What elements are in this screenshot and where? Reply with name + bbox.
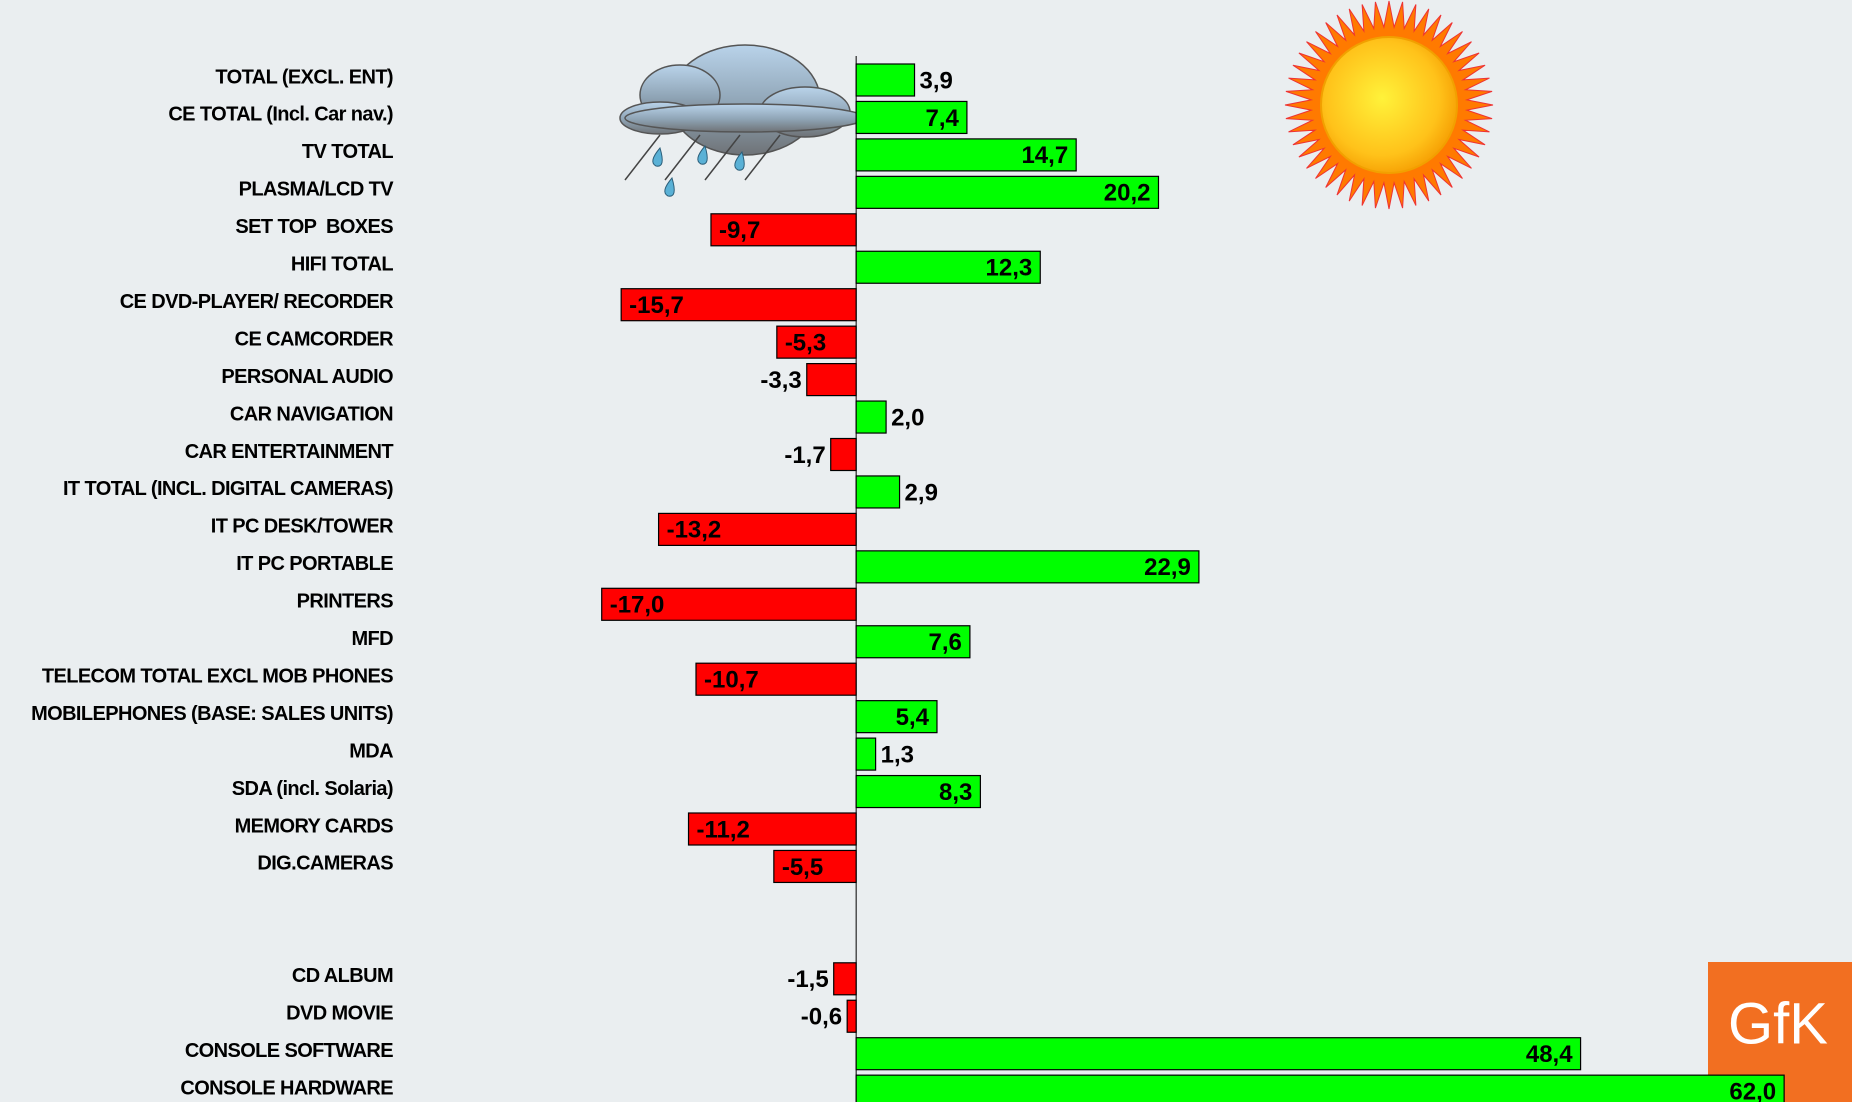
logo: GfK (1728, 991, 1828, 1056)
value-label: -13,2 (667, 517, 722, 544)
value-label: 12,3 (986, 255, 1033, 282)
value-label: -15,7 (629, 292, 684, 319)
bar (833, 962, 857, 996)
value-label: 7,6 (929, 629, 962, 656)
category-label: IT PC DESK/TOWER (211, 516, 394, 538)
category-label: SET TOP BOXES (235, 216, 393, 238)
category-label: TELECOM TOTAL EXCL MOB PHONES (42, 665, 393, 687)
value-label: -3,3 (760, 367, 801, 394)
bar (657, 512, 857, 547)
category-label: PRINTERS (297, 591, 394, 613)
value-label: 7,4 (926, 105, 960, 132)
value-label: 20,2 (1104, 180, 1151, 207)
category-label: IT TOTAL (INCL. DIGITAL CAMERAS) (63, 478, 393, 500)
category-label: CAR ENTERTAINMENT (185, 441, 394, 463)
value-label: -10,7 (704, 667, 759, 694)
value-label: 8,3 (939, 779, 972, 806)
category-label: MFD (351, 628, 393, 650)
bar (601, 587, 857, 621)
bar (773, 849, 857, 884)
value-label: 48,4 (1526, 1041, 1573, 1068)
category-label: SDA (incl. Solaria) (232, 778, 393, 800)
value-label: 14,7 (1021, 142, 1068, 169)
category-label: MDA (349, 740, 393, 762)
bar (855, 625, 971, 659)
category-label: PERSONAL AUDIO (221, 366, 393, 388)
category-label: PLASMA/LCD TV (239, 179, 395, 201)
bar (855, 138, 1077, 172)
value-label: 2,9 (905, 479, 938, 506)
category-label: HIFI TOTAL (291, 254, 394, 276)
bar (855, 250, 1041, 284)
value-label: -1,5 (787, 966, 828, 993)
category-label: CD ALBUM (292, 965, 393, 987)
category-label: CE TOTAL (Incl. Car nav.) (168, 104, 393, 126)
bar (830, 437, 857, 472)
value-label: 22,9 (1144, 554, 1191, 581)
category-label: CE DVD-PLAYER/ RECORDER (120, 291, 394, 313)
category-label: MOBILEPHONES (BASE: SALES UNITS) (31, 703, 393, 725)
value-label: 5,4 (896, 704, 930, 731)
category-label: DIG.CAMERAS (257, 853, 393, 875)
category-label: CAR NAVIGATION (230, 403, 393, 425)
bar (855, 774, 981, 809)
bar (855, 1037, 1582, 1071)
value-label: 1,3 (881, 741, 914, 768)
category-label: CONSOLE HARDWARE (180, 1077, 393, 1099)
value-label: -0,6 (801, 1004, 842, 1031)
category-label: CE CAMCORDER (235, 328, 395, 350)
bar (855, 737, 877, 771)
cloud-icon (619, 44, 866, 197)
bar (855, 1074, 1785, 1102)
bar (710, 213, 857, 247)
sun-icon (1284, 0, 1494, 210)
bar (695, 662, 857, 696)
bar (855, 700, 938, 734)
bar (855, 400, 887, 434)
category-label: CONSOLE SOFTWARE (185, 1040, 393, 1062)
bar (806, 363, 857, 397)
bar (855, 63, 916, 97)
category-label: TV TOTAL (302, 141, 394, 163)
value-label: -11,2 (697, 816, 750, 843)
bar (687, 812, 857, 846)
bar (855, 175, 1160, 209)
value-label: -5,5 (782, 854, 823, 881)
value-label: -17,0 (610, 592, 665, 619)
bar (855, 475, 901, 509)
bar (620, 288, 857, 322)
category-label: IT PC PORTABLE (236, 553, 393, 575)
value-label: 2,0 (891, 404, 924, 431)
bar (855, 100, 968, 135)
value-label: -9,7 (719, 217, 760, 244)
bar (846, 999, 857, 1033)
category-label: TOTAL (EXCL. ENT) (215, 66, 393, 88)
bar (776, 325, 857, 359)
value-label: 3,9 (920, 67, 953, 94)
category-label: DVD MOVIE (286, 1003, 393, 1025)
value-label: 62,0 (1729, 1078, 1776, 1102)
bar (855, 550, 1200, 584)
value-label: -5,3 (785, 329, 826, 356)
value-label: -1,7 (784, 442, 825, 469)
category-label: MEMORY CARDS (235, 815, 394, 837)
